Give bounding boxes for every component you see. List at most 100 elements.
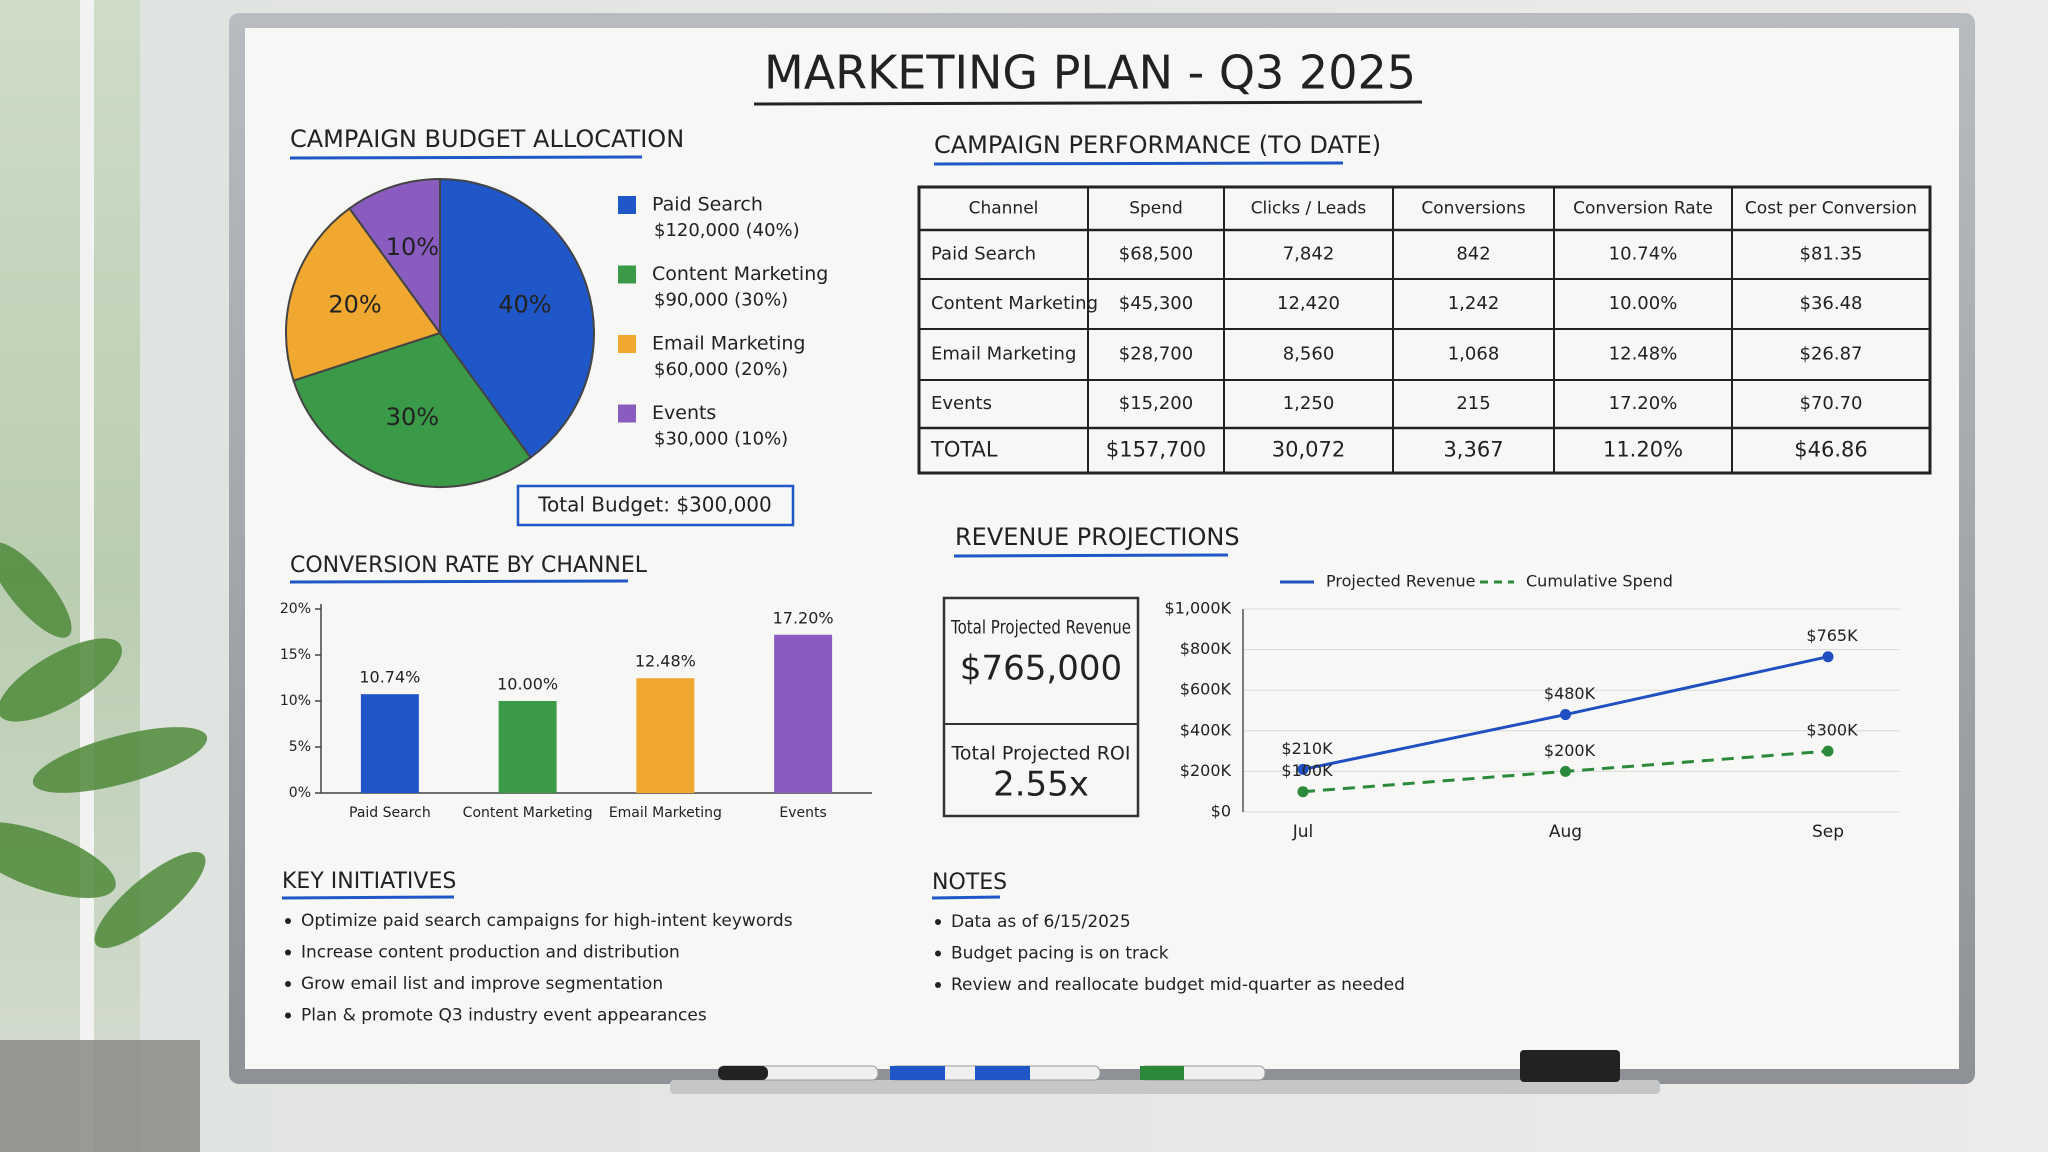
bullet: [285, 981, 291, 987]
y-tick-label: 15%: [280, 647, 311, 663]
y-tick-label: 20%: [280, 601, 311, 617]
table-cell: 215: [1456, 393, 1490, 414]
table-cell: $81.35: [1800, 244, 1863, 265]
table-cell: 1,250: [1283, 393, 1335, 414]
point-label: $480K: [1544, 684, 1596, 703]
x-tick-label: Email Marketing: [609, 805, 722, 821]
y-tick-label: 10%: [280, 693, 311, 709]
section-title: REVENUE PROJECTIONS: [955, 523, 1240, 551]
slice-label: 40%: [498, 290, 551, 318]
legend-label: Cumulative Spend: [1526, 572, 1673, 591]
table-header: Conversions: [1421, 199, 1525, 219]
kpi-value: $765,000: [960, 649, 1122, 689]
legend-label: Projected Revenue: [1326, 572, 1476, 591]
kpi-label: Total Projected ROI: [951, 743, 1131, 765]
y-tick-label: $200K: [1180, 761, 1232, 780]
table-header: Cost per Conversion: [1745, 199, 1917, 219]
marker-cap: [1140, 1066, 1184, 1080]
bar: [498, 701, 557, 793]
total-budget: Total Budget: $300,000: [537, 493, 772, 517]
bullet: [285, 918, 291, 924]
marker-cap: [890, 1066, 945, 1080]
point-label: $100K: [1281, 761, 1333, 780]
x-tick-label: Events: [779, 805, 826, 821]
point: [1297, 763, 1309, 775]
table-cell: Events: [931, 393, 992, 414]
list-item: Increase content production and distribu…: [301, 943, 680, 963]
table-cell: 7,842: [1283, 244, 1335, 265]
bar: [774, 634, 833, 793]
table-cell: $46.86: [1794, 438, 1867, 462]
legend-detail: $30,000 (10%): [654, 429, 788, 450]
bullet: [935, 919, 941, 925]
list-item: Plan & promote Q3 industry event appeara…: [301, 1006, 707, 1026]
legend-swatch: [618, 265, 636, 284]
point: [1822, 651, 1834, 663]
list-item: Review and reallocate budget mid-quarter…: [951, 975, 1405, 995]
eraser: [1520, 1050, 1620, 1082]
y-tick-label: $400K: [1180, 720, 1232, 739]
table-cell: $15,200: [1119, 393, 1193, 414]
table-cell: $28,700: [1119, 344, 1193, 365]
board-surface: [245, 28, 1959, 1069]
table-cell: 1,242: [1448, 293, 1500, 314]
pie-slice: [285, 207, 442, 382]
list-item: Data as of 6/15/2025: [951, 912, 1131, 932]
x-tick-label: Aug: [1549, 822, 1582, 842]
y-tick-label: 5%: [289, 739, 311, 755]
bar: [636, 678, 695, 793]
legend-detail: $60,000 (20%): [654, 359, 788, 380]
section-underline: [281, 895, 455, 900]
table-cell: Email Marketing: [931, 344, 1076, 365]
slice-label: 10%: [386, 233, 439, 261]
y-tick-label: $1,000K: [1165, 599, 1232, 618]
bullet: [935, 950, 941, 957]
section-title: CAMPAIGN BUDGET ALLOCATION: [290, 125, 684, 153]
section-underline: [953, 553, 1229, 558]
table-cell: $157,700: [1106, 438, 1206, 462]
table-cell: $36.48: [1800, 293, 1863, 314]
point-label: $765K: [1806, 626, 1858, 645]
bar-value-label: 10.00%: [497, 675, 558, 694]
section-underline: [289, 155, 643, 160]
marker-cap: [718, 1066, 768, 1080]
section-title: CONVERSION RATE BY CHANNEL: [290, 553, 648, 578]
marker-tray: [670, 1080, 1660, 1094]
slice-label: 20%: [328, 290, 381, 318]
table-cell: 10.00%: [1609, 293, 1678, 314]
table-cell: 30,072: [1272, 438, 1345, 462]
table-cell: 12,420: [1277, 293, 1340, 314]
table-cell: TOTAL: [930, 438, 998, 462]
table-cell: $68,500: [1119, 244, 1193, 265]
table-header: Channel: [969, 199, 1039, 219]
point-label: $300K: [1806, 721, 1858, 740]
board-title: MARKETING PLAN - Q3 2025: [764, 46, 1416, 100]
table-cell: Content Marketing: [931, 293, 1098, 314]
marker-band: [975, 1066, 1030, 1080]
x-tick-label: Paid Search: [349, 805, 431, 821]
section-underline: [289, 579, 629, 584]
total-box: [516, 484, 795, 527]
table-cell: 842: [1456, 244, 1490, 265]
y-tick-label: $800K: [1180, 639, 1232, 658]
table-cell: $26.87: [1800, 344, 1863, 365]
legend-label: Paid Search: [652, 194, 763, 216]
table-header: Clicks / Leads: [1251, 199, 1367, 219]
section-title: KEY INITIATIVES: [282, 869, 456, 894]
bar-value-label: 12.48%: [635, 652, 696, 671]
table-cell: Paid Search: [931, 244, 1036, 265]
bullet: [935, 982, 941, 988]
table-cell: 1,068: [1448, 344, 1500, 365]
legend-label: Email Marketing: [652, 333, 805, 355]
legend-label: Events: [652, 402, 716, 424]
point-label: $200K: [1544, 741, 1596, 760]
point: [1297, 786, 1309, 798]
bar: [360, 694, 419, 793]
x-tick-label: Sep: [1812, 822, 1844, 842]
table-cell: 8,560: [1283, 344, 1335, 365]
section-underline: [931, 895, 1001, 900]
table-cell: 11.20%: [1603, 438, 1683, 462]
section-underline: [933, 161, 1344, 166]
